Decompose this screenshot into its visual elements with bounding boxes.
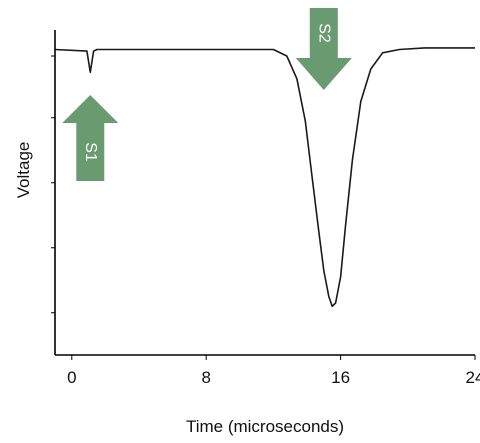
- x-tick-label: 8: [201, 368, 210, 387]
- arrow-label-s2: S2: [315, 23, 332, 43]
- arrow-label-s1: S1: [82, 142, 99, 162]
- plot-area: [51, 47, 475, 314]
- annotations: S1 S2: [62, 8, 352, 181]
- arrow-s1: S1: [62, 95, 119, 181]
- y-axis-title: Voltage: [14, 142, 33, 199]
- x-tick-label: 24: [466, 368, 480, 387]
- series-line-0: [54, 47, 475, 308]
- x-tick-label: 0: [67, 368, 76, 387]
- x-axis-title: Time (microseconds): [186, 417, 344, 436]
- x-ticks: 0 8 16 24: [67, 355, 480, 387]
- arrow-s2: S2: [295, 8, 352, 90]
- arrow-shape: [62, 95, 119, 181]
- arrow-shape: [295, 8, 352, 90]
- x-tick-label: 16: [331, 368, 350, 387]
